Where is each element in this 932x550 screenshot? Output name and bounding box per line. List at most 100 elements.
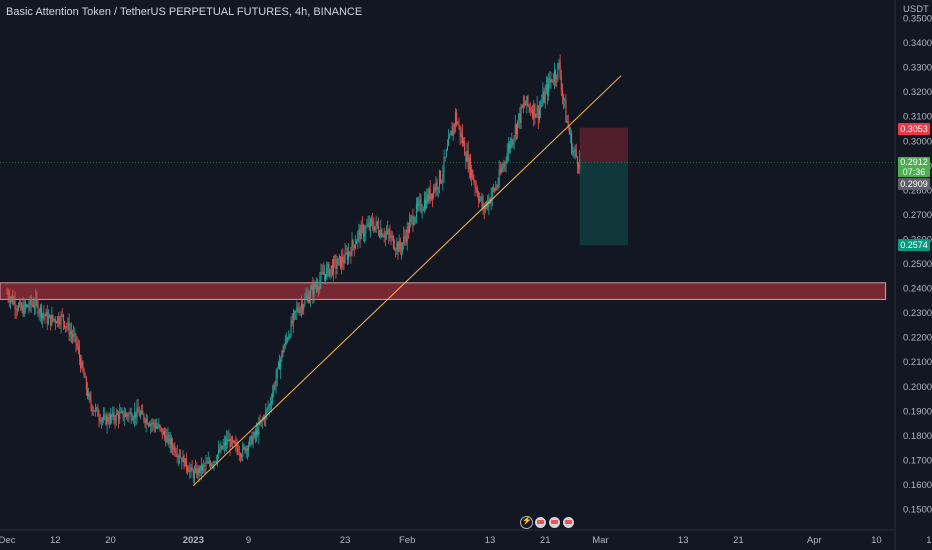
candle-body [544, 90, 546, 103]
candle-body [471, 170, 473, 178]
candle-body [70, 331, 72, 335]
candle-body [246, 447, 248, 451]
candle-body [353, 244, 355, 249]
price-tick-label: 0.2100 [903, 357, 932, 368]
candle-body [223, 442, 225, 446]
price-tick-label: 0.3200 [903, 87, 932, 98]
candle-body [540, 105, 542, 109]
candle-body [459, 125, 461, 137]
stop-loss-zone[interactable] [579, 127, 628, 163]
candle-body [392, 236, 394, 248]
candle-body [319, 280, 321, 289]
candle-body [578, 165, 580, 169]
candle-body [274, 385, 276, 387]
candle-body [450, 130, 452, 135]
candle-body [57, 316, 59, 324]
candle-body [426, 194, 428, 208]
candle-body [174, 446, 176, 454]
candle-body [169, 438, 171, 445]
candle-body [35, 297, 37, 306]
candle-body [91, 405, 93, 411]
resistance-zone[interactable] [0, 282, 887, 300]
candle-body [437, 187, 439, 189]
candle-body [436, 182, 438, 189]
price-tick-label: 0.1600 [903, 480, 932, 491]
candle-body [296, 307, 298, 312]
candle-body [96, 407, 98, 409]
candle-body [574, 149, 576, 151]
candle-body [409, 221, 410, 233]
candle-body [44, 314, 46, 317]
events-row [520, 516, 575, 529]
support-trendline[interactable] [192, 75, 622, 487]
candle-body [31, 304, 33, 306]
candle-body [506, 152, 508, 163]
candle-body [465, 155, 467, 162]
candle-body [341, 257, 343, 268]
candle-body [512, 140, 514, 145]
take-profit-zone[interactable] [579, 162, 628, 246]
time-tick-label: 2023 [183, 535, 204, 546]
candle-body [78, 349, 80, 359]
price-tick-label: 0.3000 [903, 136, 932, 147]
candle-body [460, 133, 462, 137]
us-flag-event-icon[interactable] [562, 516, 575, 529]
candle-body [267, 408, 269, 410]
candle-body [404, 235, 406, 238]
candle-body [499, 169, 501, 173]
candle-body [45, 311, 47, 317]
candle-body [280, 359, 282, 370]
candle-body [526, 95, 528, 106]
candle-body [235, 443, 237, 445]
us-flag-event-icon[interactable] [534, 516, 547, 529]
candle-body [358, 229, 360, 234]
candle-body [269, 403, 271, 406]
price-tick-label: 0.3500 [903, 14, 932, 25]
candle-body [449, 134, 451, 138]
candle-body [265, 410, 267, 420]
candle-body [179, 456, 180, 458]
candle-body [138, 412, 140, 417]
chart-title: Basic Attention Token / TetherUS PERPETU… [6, 6, 363, 18]
candle-body [466, 150, 468, 162]
time-tick-label: 9 [246, 535, 251, 546]
candle-body [368, 223, 370, 229]
candle-body [433, 187, 435, 198]
candle-body [376, 221, 378, 227]
candle-body [175, 453, 177, 455]
candle-body [496, 186, 498, 188]
time-tick-label: Feb [399, 535, 415, 546]
candle-body [27, 304, 29, 308]
dividends-bolt-icon[interactable] [520, 516, 533, 529]
candle-body [411, 216, 413, 219]
us-flag-event-icon[interactable] [548, 516, 561, 529]
candle-body [313, 283, 315, 296]
candle-body [119, 412, 121, 420]
candle-body [239, 454, 241, 457]
candle-body [166, 436, 168, 443]
candle-body [18, 304, 19, 311]
candle-body [133, 418, 134, 420]
candle-body [422, 209, 424, 211]
candle-body [156, 426, 157, 429]
candle-body [340, 256, 341, 268]
candle-body [371, 219, 373, 221]
candle-body [272, 392, 274, 402]
candle-body [214, 461, 216, 463]
candle-body [287, 339, 289, 340]
time-tick-label: 13 [678, 535, 689, 546]
candle-body [113, 412, 115, 419]
candle-body [158, 424, 160, 428]
candle-body [373, 226, 375, 231]
candle-body [448, 137, 450, 146]
candle-body [298, 310, 300, 313]
candle-body [15, 309, 17, 310]
candle-body [443, 156, 445, 174]
candle-body [505, 162, 507, 163]
candle-body [547, 84, 548, 96]
candle-body [430, 193, 432, 200]
candle-body [575, 149, 577, 157]
candle-body [126, 413, 128, 416]
candle-body [317, 285, 318, 289]
